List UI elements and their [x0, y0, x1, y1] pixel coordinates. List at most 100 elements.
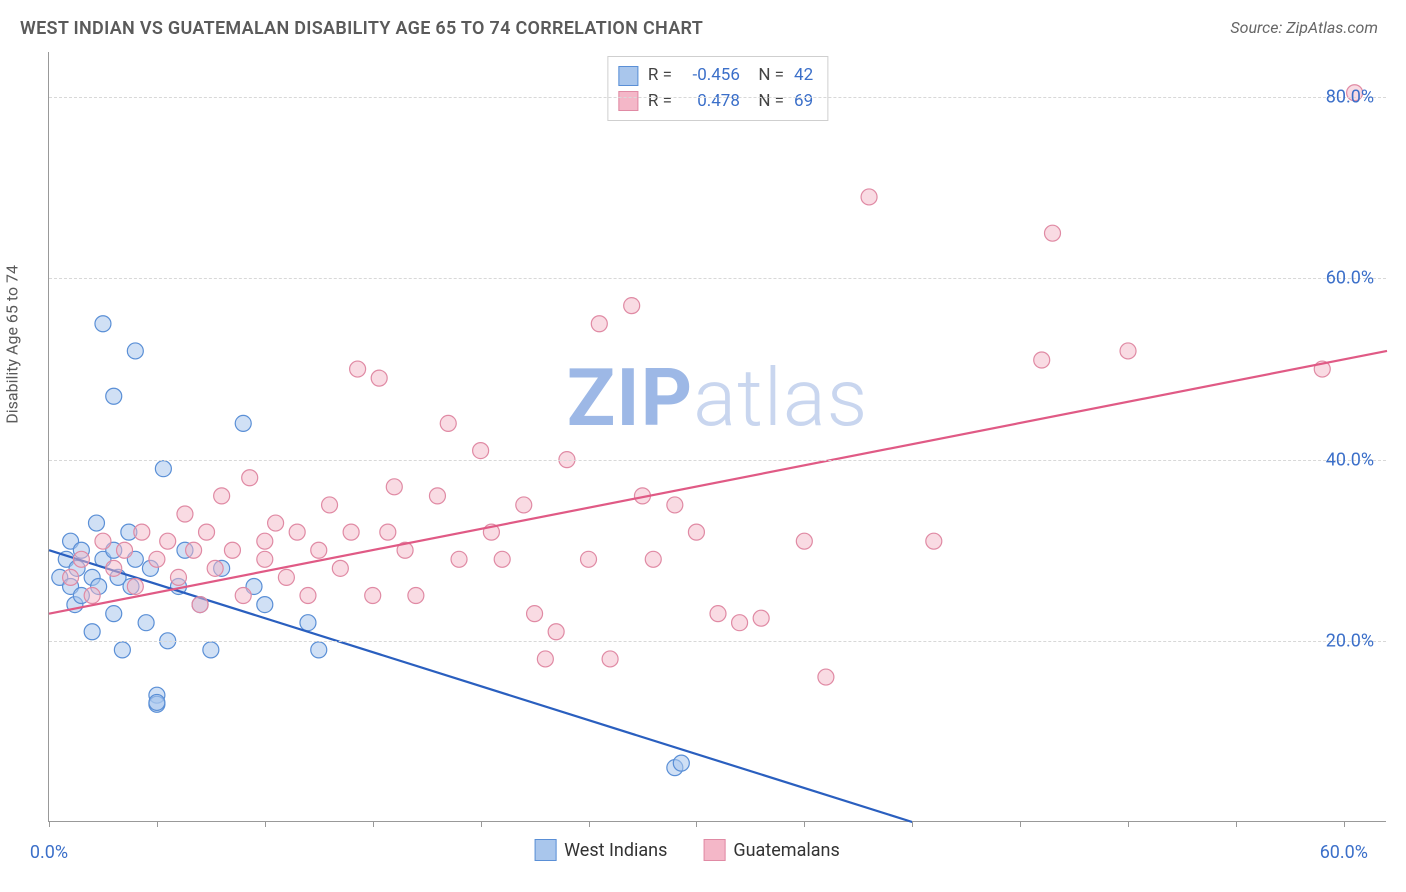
chart-plot-area: ZIPatlas R = -0.456 N = 42R = 0.478 N = …	[48, 52, 1386, 822]
legend-swatch	[534, 839, 556, 861]
scatter-point	[624, 298, 640, 314]
x-tick	[157, 821, 158, 827]
scatter-point	[127, 343, 143, 359]
scatter-point	[106, 388, 122, 404]
scatter-point	[114, 642, 130, 658]
y-tick-label: 40.0%	[1326, 449, 1374, 470]
x-tick	[589, 821, 590, 827]
scatter-point	[149, 694, 165, 710]
scatter-point	[861, 189, 877, 205]
legend-swatch	[703, 839, 725, 861]
scatter-point	[224, 542, 240, 558]
x-tick	[804, 821, 805, 827]
stat-row: R = 0.478 N = 69	[618, 89, 813, 115]
y-tick-label: 80.0%	[1326, 87, 1374, 108]
scatter-point	[673, 755, 689, 771]
legend-item: Guatemalans	[703, 839, 839, 861]
x-tick	[696, 821, 697, 827]
scatter-point	[710, 606, 726, 622]
scatter-point	[380, 524, 396, 540]
scatter-point	[84, 588, 100, 604]
scatter-point	[350, 361, 366, 377]
y-tick-label: 20.0%	[1326, 630, 1374, 651]
x-tick-label: 60.0%	[1320, 842, 1368, 863]
scatter-point	[199, 524, 215, 540]
scatter-point	[186, 542, 202, 558]
scatter-point	[84, 624, 100, 640]
gridline-h	[49, 460, 1386, 461]
scatter-point	[127, 578, 143, 594]
scatter-point	[753, 610, 769, 626]
scatter-point	[440, 415, 456, 431]
stat-swatch	[618, 91, 638, 111]
scatter-point	[257, 551, 273, 567]
scatter-point	[548, 624, 564, 640]
scatter-point	[332, 560, 348, 576]
scatter-point	[235, 415, 251, 431]
scatter-point	[667, 497, 683, 513]
scatter-point	[732, 615, 748, 631]
scatter-point	[1045, 225, 1061, 241]
scatter-point	[322, 497, 338, 513]
source-attribution: Source: ZipAtlas.com	[1230, 18, 1378, 37]
scatter-point	[796, 533, 812, 549]
chart-title: WEST INDIAN VS GUATEMALAN DISABILITY AGE…	[20, 18, 703, 39]
scatter-point	[134, 524, 150, 540]
correlation-stats-box: R = -0.456 N = 42R = 0.478 N = 69	[607, 56, 828, 121]
scatter-point	[371, 370, 387, 386]
scatter-point	[527, 606, 543, 622]
scatter-point	[192, 597, 208, 613]
scatter-point	[170, 569, 186, 585]
scatter-point	[688, 524, 704, 540]
scatter-point	[581, 551, 597, 567]
scatter-point	[300, 615, 316, 631]
scatter-point	[160, 533, 176, 549]
scatter-point	[386, 479, 402, 495]
scatter-point	[818, 669, 834, 685]
x-tick	[1236, 821, 1237, 827]
scatter-point	[343, 524, 359, 540]
scatter-point	[408, 588, 424, 604]
scatter-point	[537, 651, 553, 667]
stat-swatch	[618, 66, 638, 86]
y-tick-label: 60.0%	[1326, 268, 1374, 289]
scatter-point	[242, 470, 258, 486]
gridline-h	[49, 641, 1386, 642]
chart-legend: West Indians Guatemalans	[534, 839, 840, 861]
scatter-point	[106, 606, 122, 622]
x-tick	[1344, 821, 1345, 827]
scatter-point	[95, 533, 111, 549]
x-tick	[481, 821, 482, 827]
scatter-point	[311, 642, 327, 658]
scatter-point	[138, 615, 154, 631]
x-tick-label: 0.0%	[30, 842, 68, 863]
scatter-point	[516, 497, 532, 513]
gridline-h	[49, 278, 1386, 279]
scatter-point	[429, 488, 445, 504]
y-axis-label: Disability Age 65 to 74	[3, 265, 22, 424]
scatter-point	[289, 524, 305, 540]
legend-label: West Indians	[564, 840, 667, 861]
scatter-point	[365, 588, 381, 604]
scatter-point	[926, 533, 942, 549]
scatter-point	[155, 461, 171, 477]
scatter-point	[473, 443, 489, 459]
scatter-point	[311, 542, 327, 558]
scatter-point	[257, 533, 273, 549]
scatter-point	[1120, 343, 1136, 359]
scatter-point	[203, 642, 219, 658]
scatter-point	[106, 560, 122, 576]
scatter-point	[451, 551, 467, 567]
trend-line	[49, 550, 912, 822]
x-tick	[1020, 821, 1021, 827]
stat-row: R = -0.456 N = 42	[618, 63, 813, 89]
scatter-point	[177, 506, 193, 522]
scatter-point	[214, 488, 230, 504]
scatter-point	[73, 551, 89, 567]
scatter-point	[300, 588, 316, 604]
x-tick	[49, 821, 50, 827]
scatter-point	[645, 551, 661, 567]
scatter-point	[1034, 352, 1050, 368]
scatter-point	[602, 651, 618, 667]
x-tick	[912, 821, 913, 827]
